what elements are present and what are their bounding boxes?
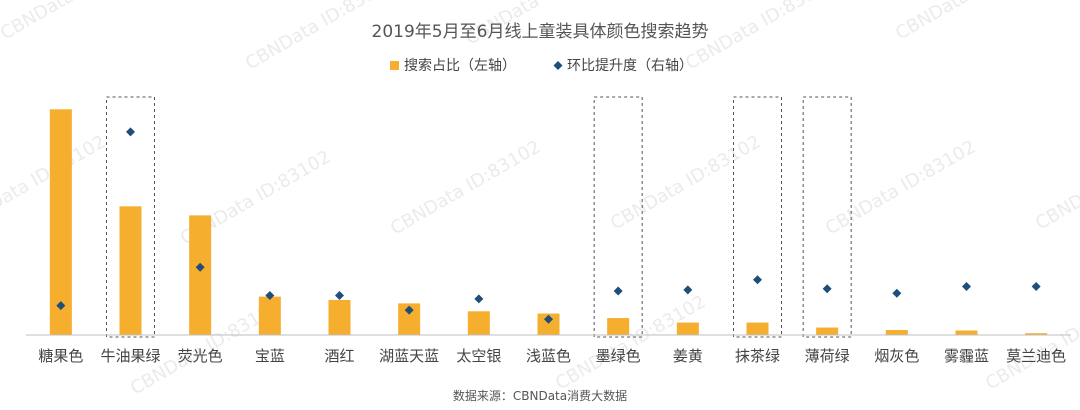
bar [189, 215, 212, 335]
bar [119, 206, 142, 335]
marker-point [1031, 281, 1041, 291]
bar [49, 109, 72, 336]
marker-point [613, 286, 623, 296]
x-tick-label: 墨绿色 [596, 347, 641, 365]
bar [537, 313, 560, 335]
bar [746, 322, 769, 335]
watermark-text: CBNData ID:83102 [387, 136, 544, 239]
bar [955, 330, 978, 335]
bar [885, 330, 908, 335]
bars [49, 109, 1048, 336]
x-tick-label: 太空银 [456, 347, 501, 365]
watermark-text: CBNData ID:83102 [1032, 131, 1080, 234]
chart-title: 2019年5月至6月线上童装具体颜色搜索趋势 [372, 22, 709, 42]
watermark-text: CBNData ID:83102 [552, 291, 709, 394]
marker-point [822, 284, 832, 294]
bar [328, 300, 351, 335]
watermark-text: CBNData ID:83102 [822, 136, 979, 239]
watermark-text: CBNData ID:83102 [607, 131, 764, 234]
x-tick-label: 烟灰色 [874, 347, 919, 365]
marker-point [335, 291, 344, 300]
x-tick-label: 薄荷绿 [805, 347, 850, 365]
source-note: 数据来源：CBNData消费大数据 [453, 388, 627, 403]
highlight-box [106, 96, 155, 338]
legend-swatch-bar [390, 61, 399, 70]
marker-point [683, 285, 693, 295]
watermark-text: CBNData ID:83102 [892, 0, 1049, 44]
highlight-box [802, 96, 852, 338]
markers [56, 127, 1041, 324]
marker-point [544, 314, 553, 324]
x-tick-label: 雾霾蓝 [944, 347, 989, 365]
bar [676, 322, 699, 335]
highlight-box [593, 96, 643, 338]
marker-point [126, 127, 135, 137]
x-tick-label: 荧光色 [178, 347, 223, 365]
x-tick-label: 宝蓝 [255, 347, 285, 365]
highlight-box [733, 96, 782, 338]
legend-marker-diamond [553, 61, 563, 70]
x-tick-label: 浅蓝色 [526, 347, 571, 365]
legend-label-marker: 环比提升度（右轴） [567, 58, 693, 74]
marker-point [265, 291, 275, 300]
marker-point [474, 294, 484, 304]
x-tick-label: 牛油果绿 [100, 347, 160, 365]
x-axis-labels: 糖果色 牛油果绿 荧光色 宝蓝 酒红 湖蓝天蓝 太空银 浅蓝色 墨绿色 姜黄 抹茶绿 薄荷绿 烟灰色 雾霾… [38, 347, 1066, 365]
watermark-text: CBNData ID:83102 [982, 291, 1080, 394]
bar [398, 303, 421, 335]
legend: 搜索占比（左轴） 环比提升度（右轴） [390, 57, 693, 74]
watermark-text: CBNData ID:83102 [0, 0, 154, 44]
marker-point [56, 301, 66, 311]
watermark-layer: CBNData ID:83102 CBNData ID:83102CBNData … [0, 0, 1080, 399]
x-tick-label: 莫兰迪色 [1006, 347, 1066, 365]
bar [1025, 333, 1048, 335]
marker-point [892, 288, 902, 298]
x-tick-label: 湖蓝天蓝 [379, 347, 439, 365]
highlight-boxes [106, 96, 852, 338]
marker-point [404, 305, 414, 315]
marker-point [962, 281, 971, 291]
marker-point [753, 275, 762, 285]
bar [607, 318, 630, 335]
x-tick-label: 酒红 [324, 347, 354, 365]
legend-label-bar: 搜索占比（左轴） [404, 57, 516, 74]
bar [467, 311, 490, 335]
x-tick-label: 姜黄 [673, 347, 703, 365]
bar [816, 327, 839, 335]
bar [258, 296, 281, 335]
marker-point [195, 262, 205, 272]
x-tick-label: 抹茶绿 [735, 347, 780, 365]
x-tick-label: 糖果色 [38, 347, 83, 365]
